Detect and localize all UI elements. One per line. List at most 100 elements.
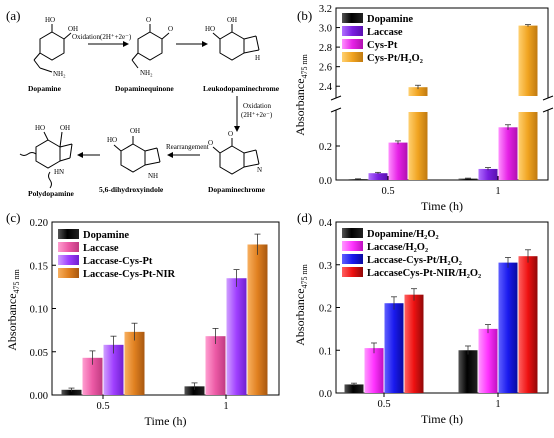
bar: [61, 389, 82, 395]
dihydroxyindole-structure: [113, 136, 161, 173]
y-tick-label: 0.2: [319, 142, 332, 153]
dopaminechrome-name: Dopaminechrome: [208, 185, 266, 194]
y-tick-label: 3.0: [319, 24, 332, 35]
x-tick-label: 1: [495, 186, 500, 197]
x-tick-label: 1: [495, 399, 500, 410]
leukodopaminechrome-name: Leukodopaminechrome: [203, 84, 280, 93]
dopaminechrome-structure: [212, 138, 260, 175]
poly-hn-label: HN: [54, 168, 64, 176]
x-axis-title: Time (h): [421, 412, 463, 426]
y-axis-title: Absorbance475 nm: [293, 263, 309, 345]
indole-nh-label: NH: [148, 172, 158, 180]
dopaminequinone-name: Dopaminequinone: [115, 84, 174, 93]
legend-swatch: [58, 255, 79, 265]
legend-swatch: [342, 26, 363, 36]
y-tick-label: 2.6: [319, 63, 332, 74]
axis-break-mark: [542, 107, 554, 113]
bar: [518, 112, 538, 180]
x-tick-label: 1: [223, 401, 228, 412]
bar: [226, 278, 247, 395]
poly-ho-label: HO: [35, 124, 45, 132]
bar: [184, 386, 205, 395]
x-axis-title: Time (h): [145, 414, 187, 428]
chrome-o-label-1: O: [208, 139, 213, 147]
axis-break-mark: [330, 95, 342, 101]
bar: [458, 178, 478, 180]
y-axis-title: Absorbance475 nm: [293, 53, 309, 135]
bar: [384, 303, 404, 393]
bar: [518, 25, 538, 97]
legend-label: LaccaseCys-Pt-NIR/H₂O₂: [367, 268, 481, 279]
bar: [408, 112, 428, 180]
dopamine-nh2-label: NH₂: [53, 70, 66, 78]
x-tick-label: 0.5: [96, 401, 109, 412]
legend-label: Laccase: [367, 27, 403, 38]
oxidation-arrow-1: [88, 41, 129, 47]
legend-label: Dopamine/H₂O₂: [367, 229, 439, 240]
legend-label: Laccase-Cys-Pt/H₂O₂: [367, 255, 462, 266]
panel-a-label: (a): [6, 8, 20, 23]
dopaminequinone-structure: [131, 24, 170, 69]
panel-d-label: (d): [297, 210, 312, 225]
bar: [518, 256, 538, 393]
bar: [103, 344, 124, 395]
leuko-ho-label: HO: [205, 25, 215, 33]
legend-swatch: [342, 267, 363, 277]
y-tick-label: 0.15: [30, 261, 48, 272]
legend-swatch: [342, 241, 363, 251]
y-tick-label: 0.20: [30, 218, 48, 229]
y-tick-label: 0.00: [30, 391, 48, 402]
legend-label: Laccase: [83, 243, 119, 254]
dopamine-oh-label: OH: [68, 25, 78, 33]
y-axis-title: Absorbance475 nm: [5, 268, 21, 350]
leuko-h-label: H: [255, 54, 260, 62]
leuko-oh-label: OH: [227, 16, 237, 24]
axis-break-mark: [542, 95, 554, 101]
quinone-o-label-1: O: [146, 16, 151, 24]
y-tick-label: 0.10: [30, 305, 48, 316]
bar: [364, 348, 384, 393]
bar: [458, 350, 478, 393]
panel-b-label: (b): [297, 8, 312, 23]
dihydroxyindole-name: 5,6-dihydroxyindole: [99, 185, 164, 194]
legend-label: Dopamine: [83, 230, 129, 241]
plot-frame: [335, 7, 549, 181]
quinone-nh2-label: NH₂: [140, 69, 153, 77]
chart-b: 0.0 0.2 2.4 2.6 2.8 3.0 3.2 0.5 1 Time (h) Absorba…: [293, 4, 554, 213]
y-tick-label: 0.2: [319, 304, 332, 315]
chart-c: 0.00 0.05 0.10 0.15 0.20 0.5 1 Time (h) Absorban…: [5, 218, 280, 428]
chart-d: 0.0 0.1 0.2 0.3 0.4 0.5 1 Time (h) Absorbance475…: [293, 218, 549, 426]
dopamine-structure: [33, 24, 72, 73]
panel-c-label: (c): [6, 210, 20, 225]
chrome-o-label-2: O: [228, 130, 233, 138]
legend-label: Laccase-Cys-Pt-NIR: [83, 269, 176, 280]
legend-swatch: [58, 229, 79, 239]
bar: [344, 384, 364, 393]
y-tick-label: 0.05: [30, 348, 48, 359]
y-tick-label: 0.0: [319, 176, 332, 187]
chrome-n-label: N: [257, 166, 262, 174]
legend-swatch: [342, 39, 363, 49]
oxidation2-label-1: Oxidation: [243, 102, 271, 110]
bar: [478, 168, 498, 180]
dopamine-name: Dopamine: [28, 84, 62, 93]
panel-a-scheme: (a) HO OH NH₂ Dopamine Oxidation(2H⁺+2e⁻…: [6, 8, 280, 198]
axis-break-gap: [332, 98, 552, 110]
y-tick-label: 2.4: [319, 82, 333, 93]
legend-label: Cys-Pt: [367, 40, 398, 51]
legend-swatch: [342, 228, 363, 238]
bar: [82, 357, 103, 395]
axis-break-mark: [330, 107, 342, 113]
y-tick-label: 2.8: [319, 43, 332, 54]
x-tick-label: 0.5: [377, 399, 390, 410]
polydopamine-structure: [19, 131, 73, 189]
polydopamine-name: Polydopamine: [28, 189, 75, 198]
indole-oh-label: OH: [130, 127, 140, 135]
legend-label: Cys-Pt/H₂O₂: [367, 53, 423, 64]
bar: [247, 244, 268, 395]
bar: [205, 336, 226, 395]
cyclization-arrow: [176, 41, 208, 47]
y-tick-label: 0.3: [319, 261, 332, 272]
legend-swatch: [58, 268, 79, 278]
